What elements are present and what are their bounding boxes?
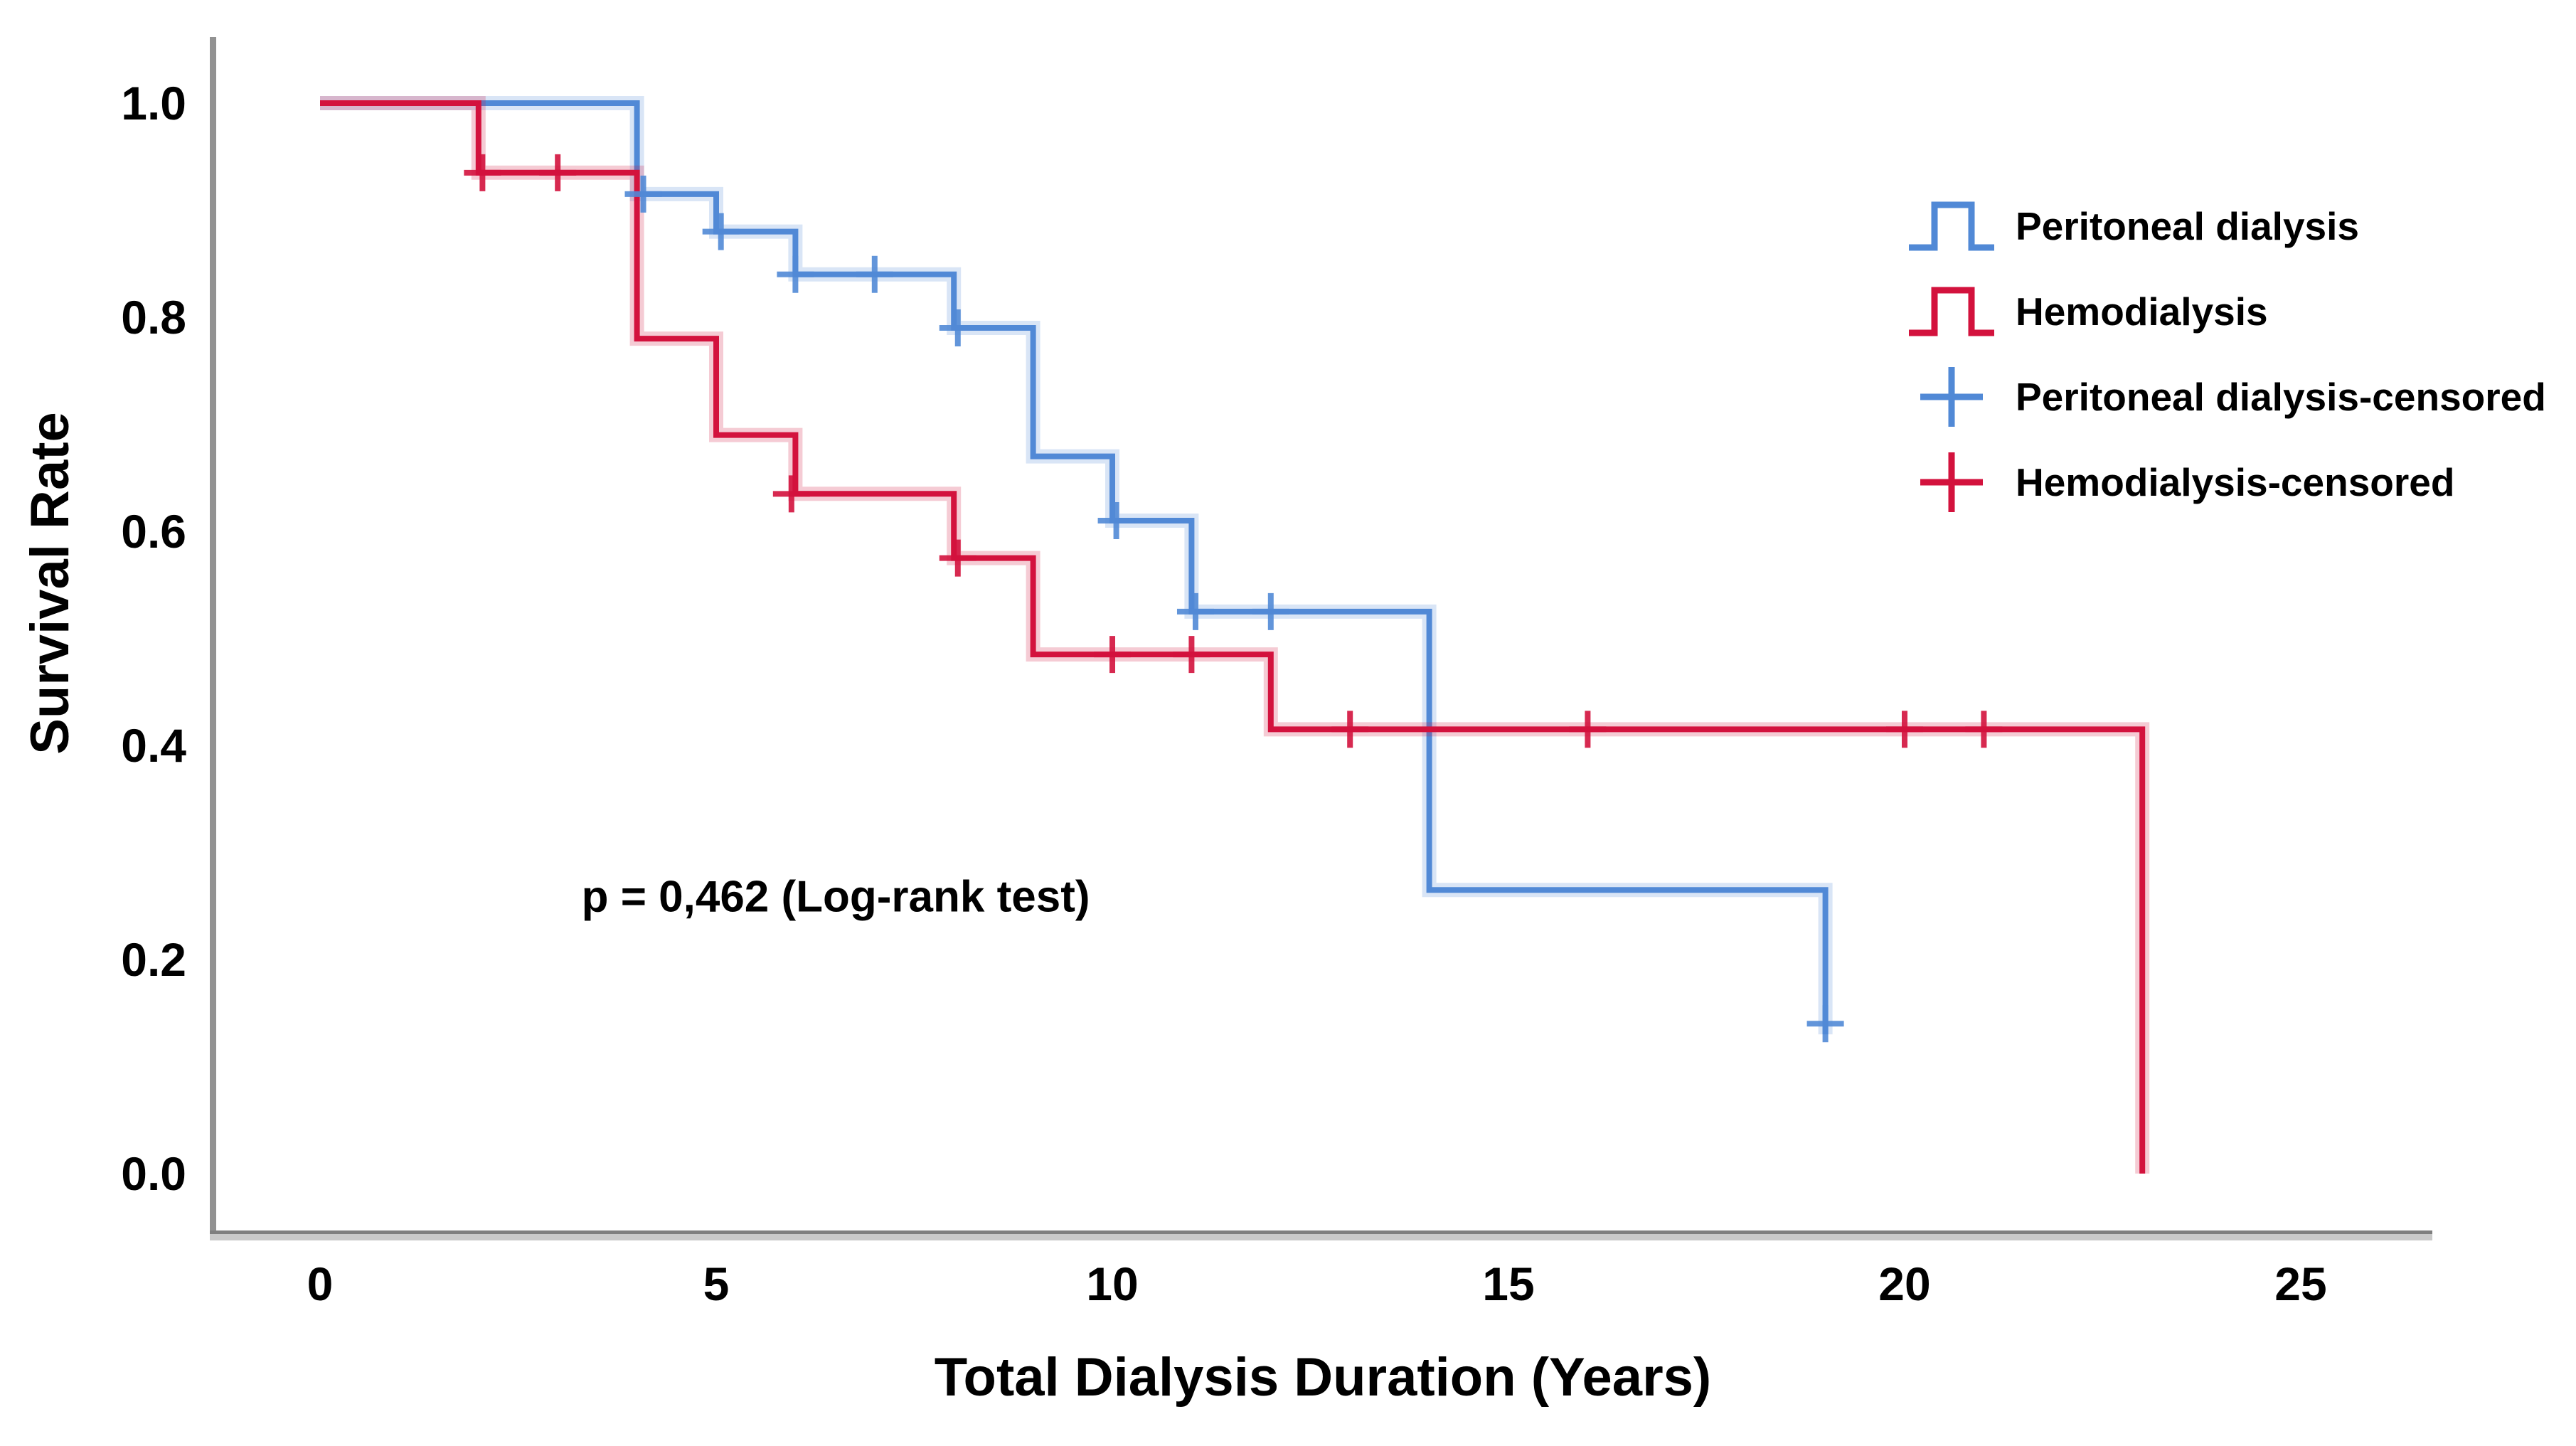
x-tick-label: 5 [703, 1258, 730, 1310]
y-tick-label: 0.8 [121, 291, 186, 344]
y-tick-label: 0.4 [121, 719, 186, 772]
p-value-annotation: p = 0,462 (Log-rank test) [582, 872, 1090, 921]
legend-item-hemodialysis: Hemodialysis [1905, 269, 2546, 354]
censor-mark [1176, 592, 1214, 630]
censor-mark [624, 175, 662, 213]
censor-mark [1886, 711, 1923, 748]
censor-mark [939, 309, 976, 347]
censor-mark [856, 255, 893, 293]
y-axis-title: Survival Rate [20, 412, 80, 755]
x-tick-label: 25 [2274, 1258, 2326, 1310]
censor-mark [1252, 592, 1289, 630]
censored-plus-icon [1920, 367, 1983, 427]
y-axis-line [210, 37, 216, 1238]
axes [210, 37, 2432, 1240]
x-tick-label: 15 [1482, 1258, 1534, 1310]
legend-label: Hemodialysis-censored [2016, 460, 2455, 504]
x-tick-label: 10 [1086, 1258, 1138, 1310]
censor-mark [1173, 636, 1210, 674]
y-tick-label: 0.6 [121, 505, 186, 558]
censor-mark [702, 213, 740, 250]
step-line-icon [1909, 287, 1994, 336]
x-axis-line-shadow [210, 1234, 2432, 1240]
legend-item-hemodialysis-censored: Hemodialysis-censored [1905, 440, 2546, 525]
y-tick-label: 0.2 [121, 933, 186, 986]
censor-mark [539, 154, 577, 191]
survival-curve-hemodialysis-halo [320, 96, 2150, 1174]
y-tick-label: 1.0 [121, 77, 186, 129]
censor-mark [1331, 711, 1369, 748]
censor-mark [1094, 636, 1131, 674]
legend-label: Peritoneal dialysis-censored [2016, 375, 2546, 419]
censor-mark [772, 475, 810, 513]
censor-marks [464, 154, 2003, 1043]
censor-mark [1097, 501, 1135, 539]
legend: Peritoneal dialysis Hemodialysis Periton… [1905, 184, 2546, 525]
legend-label: Hemodialysis [2016, 289, 2268, 334]
legend-item-peritoneal-censored: Peritoneal dialysis-censored [1905, 354, 2546, 440]
x-tick-label: 20 [1878, 1258, 1930, 1310]
x-tick-labels: 0 5 10 15 20 25 [307, 1258, 2327, 1310]
y-tick-label: 0.0 [121, 1147, 186, 1200]
y-tick-labels: 1.0 0.8 0.6 0.4 0.2 0.0 [121, 77, 186, 1200]
censor-mark [464, 154, 501, 191]
legend-item-peritoneal: Peritoneal dialysis [1905, 184, 2546, 269]
survival-curve-peritoneal-dialysis [320, 100, 1829, 1035]
x-axis-line [210, 1230, 2432, 1234]
survival-curves [320, 96, 2150, 1174]
censor-mark [939, 539, 976, 577]
censored-plus-icon [1920, 452, 1983, 512]
censor-mark [777, 255, 814, 293]
step-line-icon [1909, 201, 1994, 251]
x-tick-label: 0 [307, 1258, 334, 1310]
censor-mark [1965, 711, 2003, 748]
x-axis-title: Total Dialysis Duration (Years) [935, 1347, 1711, 1408]
survival-curve-hemodialysis [320, 100, 2146, 1174]
censor-mark [1806, 1005, 1844, 1043]
censor-mark [1569, 711, 1607, 748]
legend-label: Peritoneal dialysis [2016, 204, 2359, 248]
